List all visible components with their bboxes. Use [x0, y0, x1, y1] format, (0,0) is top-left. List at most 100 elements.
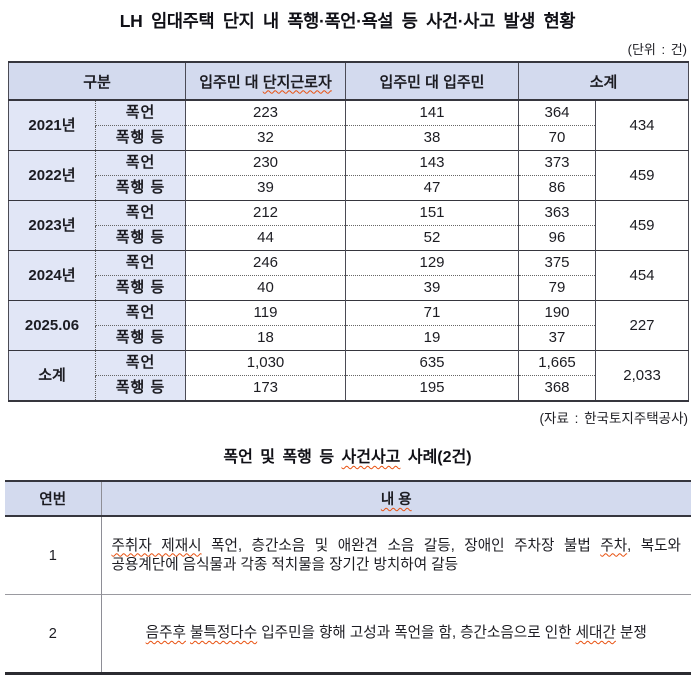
type-cell: 폭행 등 [94, 225, 186, 251]
year-total-cell: 459 [595, 150, 689, 201]
col-header-case-number: 연번 [5, 481, 102, 517]
case-row: 1 주취자 제재시 폭언, 층간소음 및 애완견 소음 갈등, 장애인 주차장 … [5, 516, 691, 595]
case-text-misspelled: 주차 [600, 537, 628, 554]
cases-title-text-misspelled: 사건사고 [341, 449, 401, 466]
col-header-resident-vs-resident: 입주민 대 입주민 [345, 62, 519, 101]
type-cell: 폭행 등 [94, 175, 186, 201]
count-cell: 37 [518, 325, 596, 351]
unit-note: (단위 : 건) [627, 42, 687, 57]
type-cell: 폭언 [94, 200, 186, 226]
case-text: 입주민을 향해 고성과 폭언을 함, 층간소음으로 인한 [257, 625, 576, 641]
count-cell: 96 [518, 225, 596, 251]
count-cell: 364 [518, 99, 596, 126]
col-header-text: 입주민 대 [199, 73, 263, 91]
count-cell: 1,030 [185, 350, 346, 376]
case-text: 폭언, 층간소음 및 애완견 소음 갈등, 장애인 주차장 불법 [201, 537, 601, 554]
type-cell: 폭언 [94, 300, 186, 326]
grand-total-cell: 2,033 [595, 350, 689, 401]
count-cell: 212 [185, 200, 346, 226]
case-text: , 복도와 공용계단에 음식물과 각종 적치물을 장기간 방치하여 갈등 [111, 537, 681, 573]
case-text-misspelled: 불특정다수 [190, 625, 258, 641]
count-cell: 363 [518, 200, 596, 226]
type-cell: 폭행 등 [94, 125, 186, 151]
case-text-misspelled: 주취자 제재시 [111, 537, 202, 554]
col-header-text-misspelled: 단지근로자 [262, 73, 332, 91]
type-cell: 폭행 등 [94, 375, 186, 401]
cases-title: 폭언 및 폭행 등 사건사고 사례(2건) [0, 443, 695, 467]
stats-header-row: 구분 입주민 대 단지근로자 입주민 대 입주민 소계 [8, 62, 689, 101]
count-cell: 18 [185, 325, 346, 351]
count-cell: 190 [518, 300, 596, 326]
count-cell: 79 [518, 275, 596, 301]
year-cell: 2024년 [8, 250, 96, 301]
table-row: 소계 폭언 1,030 635 1,665 2,033 [8, 350, 689, 401]
year-cell: 2025.06 [8, 300, 96, 351]
table-row: 폭행 등 32 38 70 [9, 125, 689, 151]
col-header-case-content: 내 용 [101, 481, 691, 517]
col-header-subtotal: 소계 [518, 62, 689, 101]
year-cell: 2021년 [8, 99, 96, 151]
case-number: 1 [5, 516, 102, 595]
col-header-resident-vs-worker: 입주민 대 단지근로자 [185, 62, 346, 101]
count-cell: 129 [345, 250, 519, 276]
count-cell: 40 [185, 275, 346, 301]
count-cell: 86 [518, 175, 596, 201]
count-cell: 39 [345, 275, 519, 301]
table-row: 2024년 폭언 246 129 375 454 [8, 250, 689, 301]
count-cell: 223 [185, 99, 346, 126]
count-cell: 47 [345, 175, 519, 201]
count-cell: 246 [185, 250, 346, 276]
col-header-text-misspelled: 내 용 [380, 492, 412, 508]
table-row: 폭행 등 18 19 37 [9, 325, 689, 351]
year-cell: 2023년 [8, 200, 96, 251]
col-header-category: 구분 [8, 62, 186, 101]
case-number: 2 [5, 594, 102, 674]
count-cell: 230 [185, 150, 346, 176]
table-row: 폭행 등 40 39 79 [9, 275, 689, 301]
case-text: 분쟁 [615, 625, 647, 641]
count-cell: 1,665 [518, 350, 596, 376]
table-row: 2025.06 폭언 119 71 190 227 [8, 300, 689, 351]
count-cell: 195 [345, 375, 519, 401]
case-content: 음주후 불특정다수 입주민을 향해 고성과 폭언을 함, 층간소음으로 인한 세… [101, 594, 691, 674]
type-cell: 폭행 등 [94, 325, 186, 351]
count-cell: 39 [185, 175, 346, 201]
count-cell: 141 [345, 99, 519, 126]
count-cell: 38 [345, 125, 519, 151]
type-cell: 폭언 [94, 150, 186, 176]
count-cell: 143 [345, 150, 519, 176]
table-row: 폭행 등 39 47 86 [9, 175, 689, 201]
type-cell: 폭행 등 [94, 275, 186, 301]
case-text-misspelled: 세대간 [575, 625, 616, 641]
case-content: 주취자 제재시 폭언, 층간소음 및 애완견 소음 갈등, 장애인 주차장 불법… [101, 516, 691, 595]
year-cell: 2022년 [8, 150, 96, 201]
count-cell: 373 [518, 150, 596, 176]
year-total-cell: 459 [595, 200, 689, 251]
count-cell: 71 [345, 300, 519, 326]
incidents-stats-table: 구분 입주민 대 단지근로자 입주민 대 입주민 소계 2021년 폭언 223… [8, 61, 690, 402]
type-cell: 폭언 [94, 350, 186, 376]
type-cell: 폭언 [94, 99, 186, 126]
count-cell: 151 [345, 200, 519, 226]
cases-title-text: 폭언 및 폭행 등 [223, 449, 342, 466]
cases-header-row: 연번 내 용 [5, 481, 691, 517]
table-row: 폭행 등 173 195 368 [9, 375, 689, 401]
document-page: LH 임대주택 단지 내 폭행·폭언·욕설 등 사건·사고 발생 현황 (단위 … [0, 11, 695, 675]
case-row: 2 음주후 불특정다수 입주민을 향해 고성과 폭언을 함, 층간소음으로 인한… [5, 594, 691, 674]
table-row: 2021년 폭언 223 141 364 434 [8, 99, 689, 151]
year-total-cell: 454 [595, 250, 689, 301]
count-cell: 32 [185, 125, 346, 151]
source-note: (자료 : 한국토지주택공사) [539, 411, 688, 426]
cases-table: 연번 내 용 1 주취자 제재시 폭언, 층간소음 및 애완견 소음 갈등, 장… [5, 480, 691, 675]
subtotal-cell: 소계 [8, 350, 96, 401]
count-cell: 52 [345, 225, 519, 251]
count-cell: 70 [518, 125, 596, 151]
count-cell: 368 [518, 375, 596, 401]
count-cell: 19 [345, 325, 519, 351]
year-total-cell: 434 [595, 99, 689, 151]
case-text-misspelled: 음주후 [145, 625, 186, 641]
report-title: LH 임대주택 단지 내 폭행·폭언·욕설 등 사건·사고 발생 현황 [119, 11, 576, 31]
count-cell: 44 [185, 225, 346, 251]
table-row: 2022년 폭언 230 143 373 459 [8, 150, 689, 201]
table-row: 폭행 등 44 52 96 [9, 225, 689, 251]
